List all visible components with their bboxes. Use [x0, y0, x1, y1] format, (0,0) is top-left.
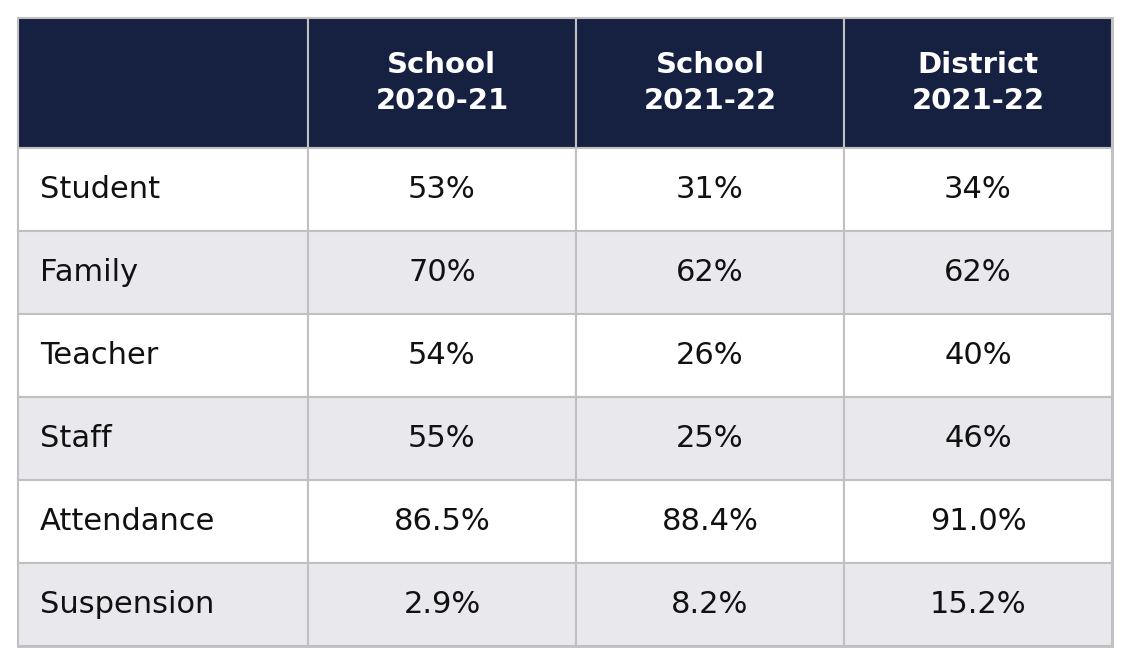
- Bar: [576, 314, 844, 397]
- Text: 62%: 62%: [676, 258, 744, 287]
- Text: 8.2%: 8.2%: [671, 590, 749, 619]
- Bar: [844, 18, 1112, 148]
- Text: School: School: [388, 51, 496, 79]
- Text: 91.0%: 91.0%: [930, 507, 1026, 536]
- Bar: [18, 18, 307, 148]
- Text: 70%: 70%: [408, 258, 476, 287]
- Text: 25%: 25%: [676, 424, 744, 453]
- Text: 2020-21: 2020-21: [375, 87, 508, 115]
- Bar: [844, 231, 1112, 314]
- Text: District: District: [918, 51, 1038, 79]
- Bar: [576, 563, 844, 646]
- Text: 31%: 31%: [676, 175, 744, 204]
- Text: 15.2%: 15.2%: [930, 590, 1026, 619]
- Text: 40%: 40%: [945, 341, 1011, 370]
- Bar: [18, 314, 307, 397]
- Bar: [307, 148, 576, 231]
- Bar: [844, 397, 1112, 480]
- Text: 46%: 46%: [945, 424, 1011, 453]
- Text: 34%: 34%: [944, 175, 1011, 204]
- Bar: [576, 480, 844, 563]
- Bar: [18, 231, 307, 314]
- Text: Family: Family: [40, 258, 138, 287]
- Text: Attendance: Attendance: [40, 507, 216, 536]
- Text: Suspension: Suspension: [40, 590, 215, 619]
- Text: 2021-22: 2021-22: [643, 87, 776, 115]
- Text: 26%: 26%: [676, 341, 744, 370]
- Text: Staff: Staff: [40, 424, 112, 453]
- Bar: [18, 397, 307, 480]
- Bar: [307, 231, 576, 314]
- Bar: [307, 18, 576, 148]
- Text: 86.5%: 86.5%: [393, 507, 490, 536]
- Bar: [307, 314, 576, 397]
- Bar: [844, 148, 1112, 231]
- Bar: [18, 148, 307, 231]
- Bar: [576, 18, 844, 148]
- Bar: [576, 148, 844, 231]
- Text: 88.4%: 88.4%: [661, 507, 758, 536]
- Bar: [307, 397, 576, 480]
- Text: School: School: [655, 51, 765, 79]
- Bar: [18, 563, 307, 646]
- Text: 55%: 55%: [408, 424, 476, 453]
- Bar: [307, 563, 576, 646]
- Text: 54%: 54%: [408, 341, 476, 370]
- Text: 2021-22: 2021-22: [912, 87, 1044, 115]
- Text: Teacher: Teacher: [40, 341, 158, 370]
- Bar: [576, 231, 844, 314]
- Bar: [844, 314, 1112, 397]
- Bar: [576, 397, 844, 480]
- Bar: [844, 480, 1112, 563]
- Text: 62%: 62%: [945, 258, 1011, 287]
- Bar: [307, 480, 576, 563]
- Bar: [18, 480, 307, 563]
- Text: 53%: 53%: [408, 175, 476, 204]
- Text: Student: Student: [40, 175, 160, 204]
- Text: 2.9%: 2.9%: [403, 590, 480, 619]
- Bar: [844, 563, 1112, 646]
